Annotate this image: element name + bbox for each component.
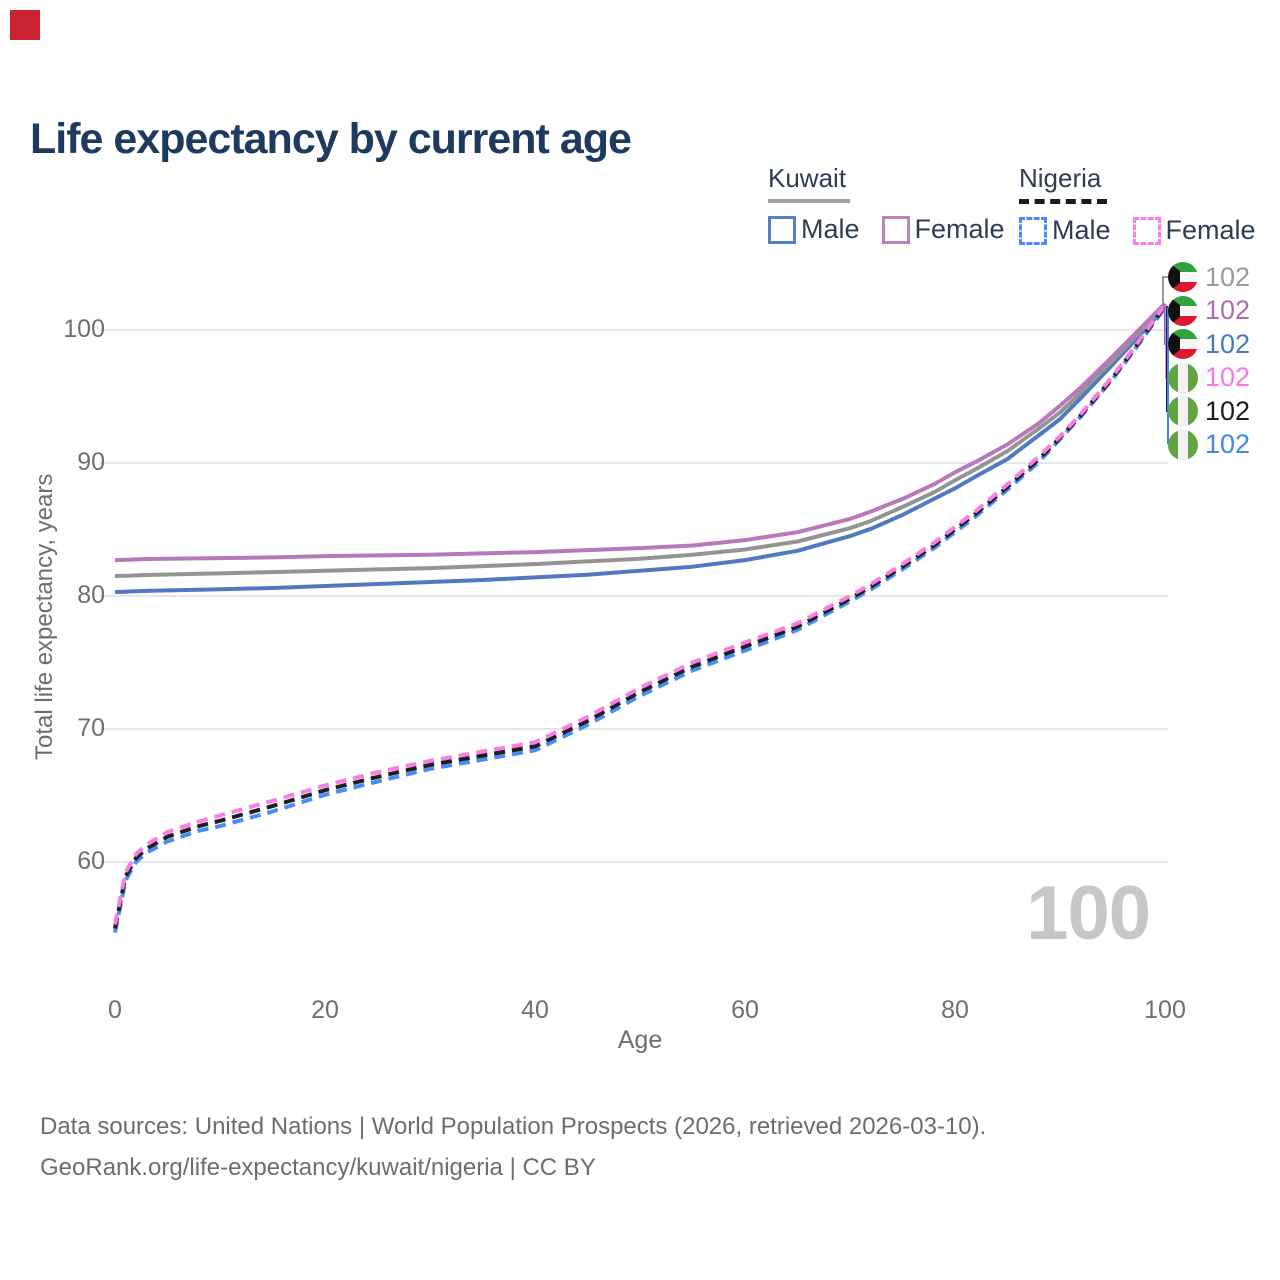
series-line-kuwait_all bbox=[114, 304, 1167, 578]
legend-label-kuwait-female: Female bbox=[914, 214, 1005, 244]
legend-country-kuwait: Kuwait bbox=[768, 163, 847, 193]
swatch-kuwait-male bbox=[768, 215, 796, 244]
x-tick-label: 20 bbox=[311, 996, 339, 1024]
footer-url-line: GeoRank.org/life-expectancy/kuwait/niger… bbox=[40, 1154, 596, 1181]
series-line-nigeria_female bbox=[113, 303, 1167, 925]
legend-chip-kuwait-female[interactable]: Female bbox=[881, 214, 1005, 245]
legend-underline-nigeria bbox=[1019, 199, 1107, 204]
y-tick-label: 90 bbox=[77, 448, 105, 476]
swatch-nigeria-female bbox=[1132, 216, 1161, 245]
age-watermark: 100 bbox=[1026, 871, 1151, 956]
end-label-value: 102 bbox=[1205, 429, 1251, 459]
end-label-row-kuwait_female: 102 bbox=[1168, 295, 1250, 327]
flag-icon-nigeria bbox=[1168, 429, 1198, 460]
brand-logo bbox=[10, 10, 40, 40]
end-label-row-nigeria_male: 102 bbox=[1168, 429, 1250, 461]
flag-icon-nigeria bbox=[1168, 396, 1198, 426]
flag-icon-nigeria bbox=[1168, 362, 1198, 393]
legend-group-nigeria: Nigeria Male Female bbox=[1019, 163, 1278, 246]
end-label-value: 102 bbox=[1205, 395, 1251, 426]
end-label-row-nigeria_female: 102 bbox=[1168, 362, 1250, 394]
end-label-row-kuwait_all: 102 bbox=[1168, 261, 1250, 293]
legend-underline-kuwait bbox=[768, 199, 850, 203]
series-line-kuwait_female bbox=[114, 301, 1167, 563]
footer: Data sources: United Nations | World Pop… bbox=[40, 1106, 986, 1188]
legend-chip-nigeria-male[interactable]: Male bbox=[1019, 215, 1111, 246]
y-tick-label: 70 bbox=[77, 714, 105, 742]
series-line-nigeria_male bbox=[113, 306, 1167, 933]
series-line-kuwait_male bbox=[114, 306, 1167, 594]
legend-group-kuwait: Kuwait Male Female bbox=[768, 163, 1027, 245]
swatch-nigeria-male bbox=[1019, 216, 1047, 245]
flag-icon-kuwait bbox=[1168, 329, 1198, 359]
x-tick-label: 100 bbox=[1144, 996, 1186, 1024]
end-label-value: 102 bbox=[1205, 295, 1251, 325]
x-tick-label: 80 bbox=[941, 996, 969, 1024]
end-label-value: 102 bbox=[1205, 261, 1251, 292]
y-tick-label: 60 bbox=[77, 847, 105, 875]
end-label-value: 102 bbox=[1205, 362, 1251, 392]
legend-chip-kuwait-male[interactable]: Male bbox=[768, 214, 860, 245]
end-label-row-kuwait_male: 102 bbox=[1168, 328, 1250, 360]
flag-icon-kuwait bbox=[1168, 262, 1198, 292]
end-label-value: 102 bbox=[1205, 328, 1251, 359]
x-axis-title: Age bbox=[617, 1026, 663, 1054]
footer-source-line: Data sources: United Nations | World Pop… bbox=[40, 1113, 987, 1140]
page-title: Life expectancy by current age bbox=[30, 114, 632, 163]
x-tick-label: 60 bbox=[731, 996, 759, 1024]
legend-label-kuwait-male: Male bbox=[801, 214, 860, 244]
legend-country-nigeria: Nigeria bbox=[1019, 163, 1102, 193]
swatch-kuwait-female bbox=[881, 215, 910, 244]
y-tick-label: 80 bbox=[77, 581, 105, 609]
end-label-row-nigeria_all: 102 bbox=[1168, 395, 1250, 427]
legend-label-nigeria-male: Male bbox=[1052, 215, 1111, 245]
x-tick-label: 0 bbox=[108, 996, 122, 1024]
y-tick-label: 100 bbox=[63, 315, 105, 343]
legend-chip-nigeria-female[interactable]: Female bbox=[1132, 215, 1256, 246]
x-tick-label: 40 bbox=[521, 996, 549, 1024]
flag-icon-kuwait bbox=[1168, 295, 1198, 326]
end-label-leader-kuwait_all bbox=[1162, 276, 1168, 306]
legend-label-nigeria-female: Female bbox=[1165, 215, 1256, 245]
series-line-nigeria_all bbox=[113, 304, 1167, 929]
